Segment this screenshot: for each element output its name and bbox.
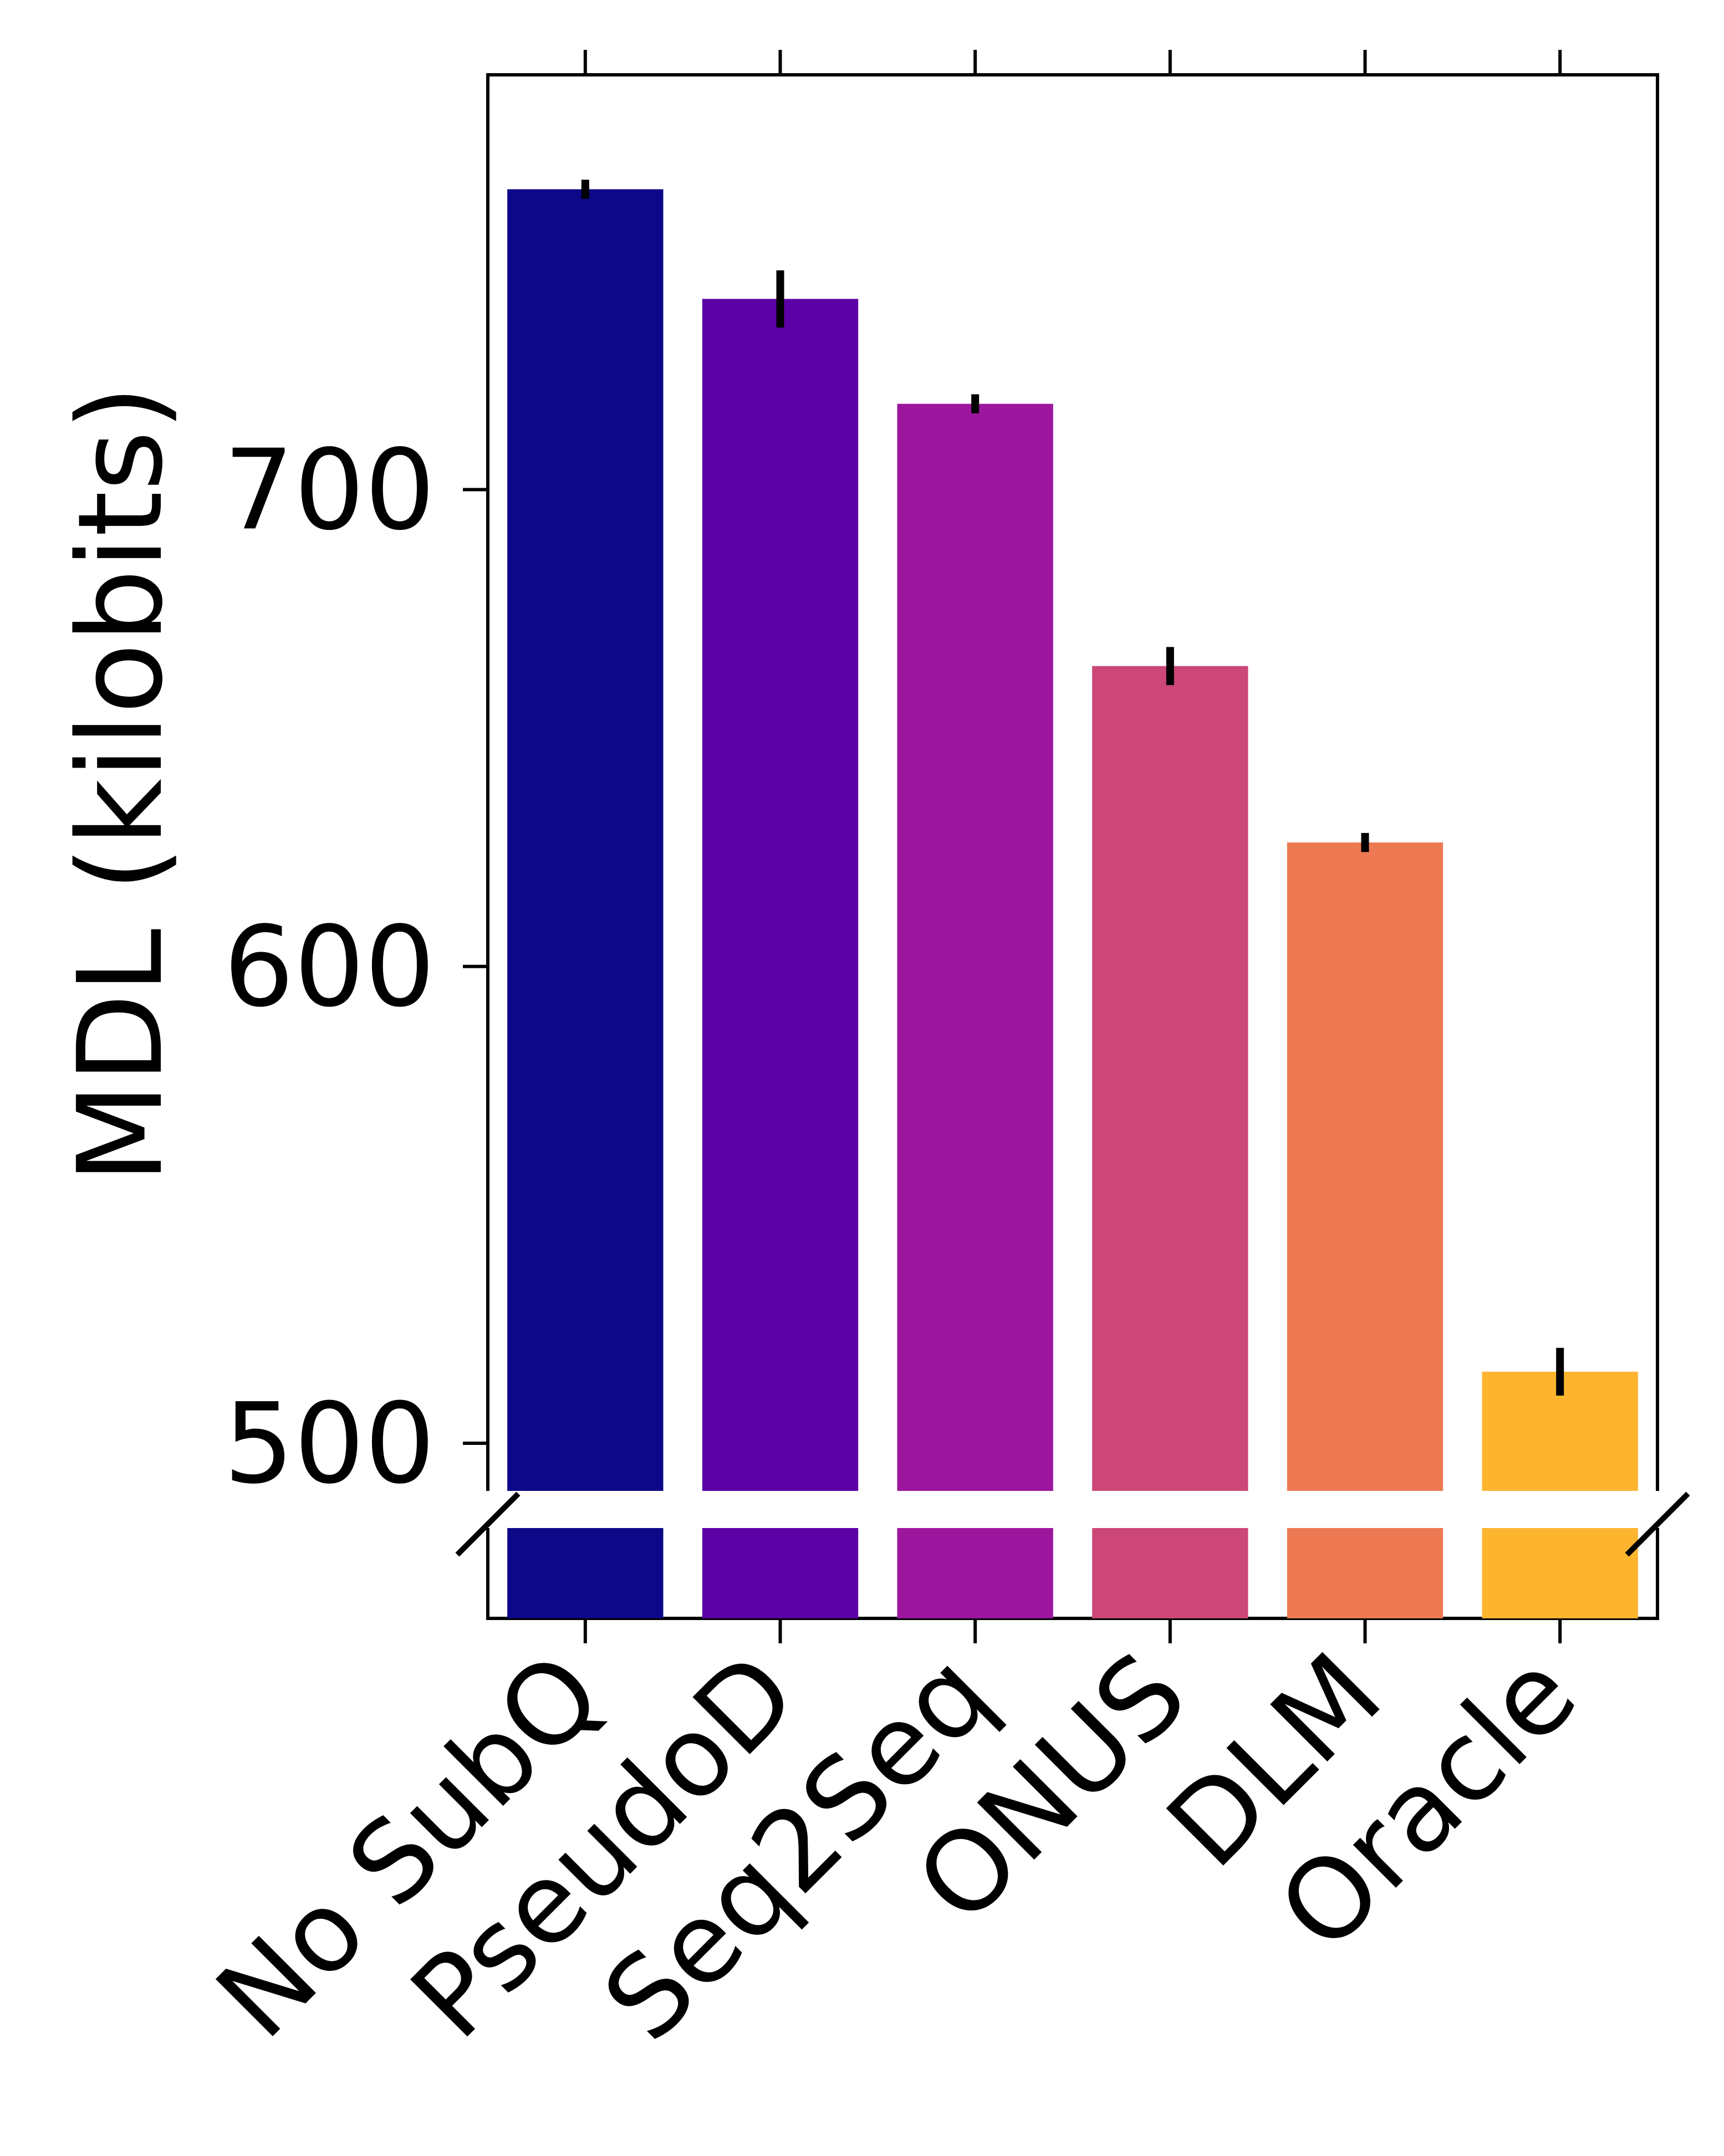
y-axis-label: MDL (kilobits) [53,385,188,1184]
break-mark-1 [1625,1491,1690,1557]
y-tick-labels: 500 600 700 [223,426,435,1509]
bar-stub-0 [507,1528,664,1618]
upper-axes [486,73,1659,1491]
break-mark-0 [455,1491,521,1557]
bar-stub-5 [1482,1528,1638,1618]
error-bars [581,180,1564,1396]
bar-2 [897,403,1053,1491]
lower-axes [486,1528,1659,1620]
y-tick-label-2: 700 [223,426,435,555]
y-tick-label-1: 600 [223,903,435,1032]
bar-stub-1 [702,1528,859,1618]
bars [507,189,1638,1618]
y-tick-label-0: 500 [223,1380,435,1509]
bar-1 [702,299,859,1491]
bar-0 [507,189,664,1491]
bar-stub-3 [1092,1528,1248,1618]
ticks [463,50,1562,1643]
bar-stub-2 [897,1528,1053,1618]
bar-4 [1287,842,1444,1491]
bar-3 [1092,666,1248,1491]
axis-break-marks [455,1491,1690,1557]
bar-stub-4 [1287,1528,1444,1618]
